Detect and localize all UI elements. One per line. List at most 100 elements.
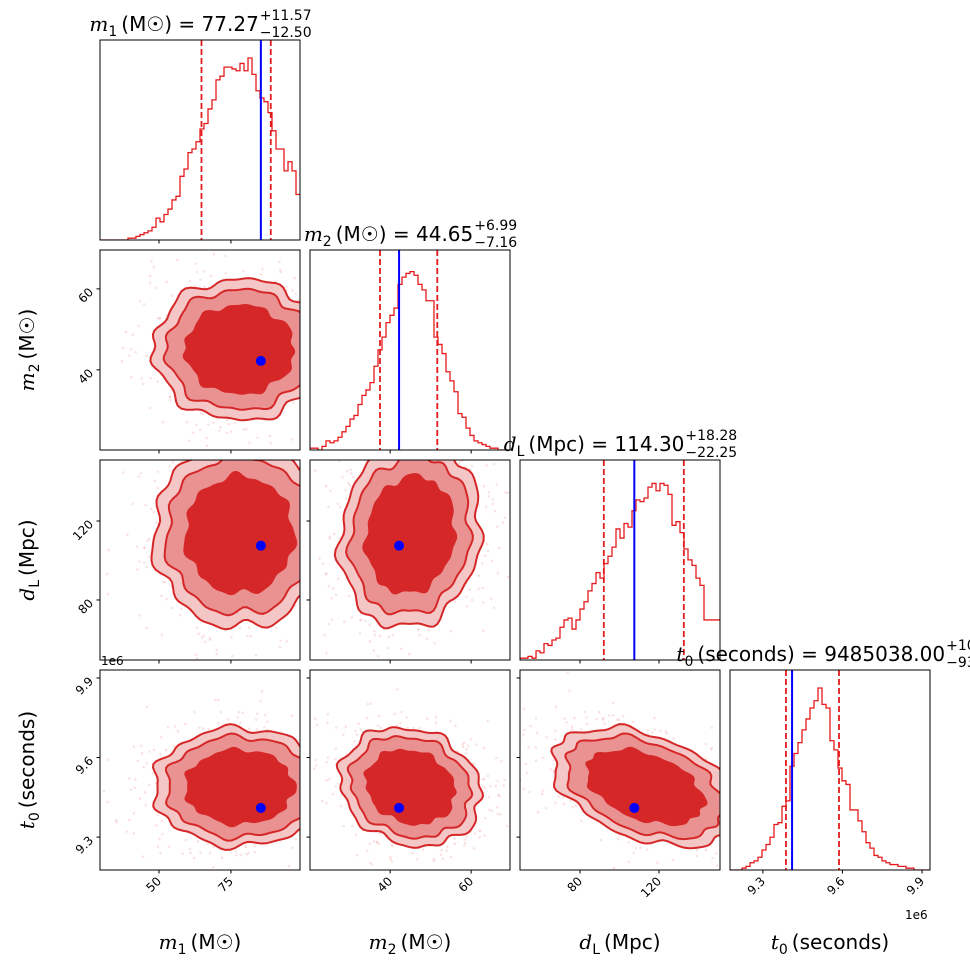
sample-point (307, 372, 310, 375)
sample-point (422, 443, 425, 446)
sample-point (725, 849, 728, 852)
sample-point (301, 809, 304, 812)
sample-point (244, 845, 248, 849)
sample-point (672, 737, 676, 740)
sample-point (225, 418, 229, 422)
truth-point (394, 540, 405, 551)
sample-point (478, 919, 481, 922)
sample-point (375, 840, 379, 844)
sample-point (711, 856, 714, 860)
sample-point (358, 632, 362, 635)
sample-point (202, 634, 206, 638)
sample-point (534, 759, 538, 763)
sample-point (324, 799, 327, 802)
sample-point (325, 801, 328, 805)
sample-point (358, 430, 361, 433)
sample-point (369, 422, 372, 425)
sample-point (554, 705, 558, 709)
sample-point (330, 564, 333, 567)
sample-point (664, 730, 668, 733)
sample-point (379, 678, 382, 681)
subscript: 1 (108, 24, 117, 40)
sample-point (330, 483, 333, 486)
title-0: m1 (M☉) = 77.27 +11.57−12.50 (89, 8, 311, 41)
sample-point (313, 607, 316, 610)
sample-point (239, 853, 243, 857)
sample-point (656, 861, 659, 864)
sample-point (207, 727, 211, 731)
panel-content (102, 690, 327, 869)
sample-point (611, 713, 615, 717)
sample-point (145, 705, 149, 709)
sample-point (199, 411, 203, 414)
sample-point (373, 423, 376, 426)
sample-point (484, 436, 487, 439)
sample-point (370, 863, 374, 866)
sample-point (453, 600, 457, 603)
sample-point (496, 572, 500, 575)
sample-point (468, 588, 471, 591)
sample-point (432, 857, 436, 861)
sample-point (138, 614, 141, 617)
sample-point (484, 816, 487, 820)
sample-point (290, 714, 293, 717)
sample-point (121, 471, 125, 474)
sample-point (106, 592, 110, 596)
sample-point (137, 418, 140, 421)
sample-point (194, 262, 198, 265)
sample-point (199, 278, 202, 281)
sample-point (357, 722, 360, 725)
sample-point (754, 823, 757, 826)
unit-open: ( (15, 352, 39, 364)
sample-point (742, 858, 745, 861)
sample-point (320, 419, 323, 422)
sample-point (132, 812, 136, 815)
sample-point (497, 794, 501, 798)
sample-point (331, 644, 334, 647)
panel-frame (309, 459, 511, 661)
sample-point (161, 420, 165, 424)
sample-point (325, 572, 328, 575)
sample-point (301, 535, 304, 538)
sample-point (319, 340, 322, 343)
sample-point (490, 559, 494, 563)
sample-point (389, 857, 393, 861)
sample-point (401, 455, 404, 458)
sample-point (411, 452, 414, 455)
sample-point (177, 450, 180, 453)
sample-point (141, 382, 145, 386)
x-axis-label-2: dL (Mpc) (579, 930, 660, 958)
sample-point (146, 539, 149, 543)
sample-point (301, 468, 304, 471)
panel-frame (309, 669, 511, 871)
sample-point (195, 653, 198, 656)
sample-point (259, 700, 262, 703)
sample-point (301, 402, 304, 405)
sample-point (137, 447, 140, 450)
unit-open: ( (15, 800, 39, 812)
sample-point (281, 440, 284, 443)
sample-point (490, 597, 493, 601)
sample-point (349, 468, 352, 471)
sample-point (315, 715, 318, 718)
sample-point (653, 728, 657, 731)
unit: M☉ (129, 12, 164, 36)
sample-point (285, 285, 288, 289)
sample-point (200, 636, 204, 639)
panel-frame (519, 669, 721, 871)
sample-point (390, 843, 394, 847)
sample-point (342, 733, 345, 737)
sample-point (393, 712, 396, 716)
sample-point (344, 378, 347, 381)
sample-point (212, 252, 216, 256)
sample-point (377, 714, 381, 718)
sample-point (502, 790, 505, 793)
panel-frame (99, 459, 301, 661)
sample-point (362, 349, 365, 352)
sample-point (177, 267, 180, 270)
sample-point (527, 745, 530, 749)
sample-point (328, 535, 331, 539)
sample-point (463, 741, 466, 744)
sample-point (139, 471, 143, 475)
sample-point (184, 722, 187, 726)
